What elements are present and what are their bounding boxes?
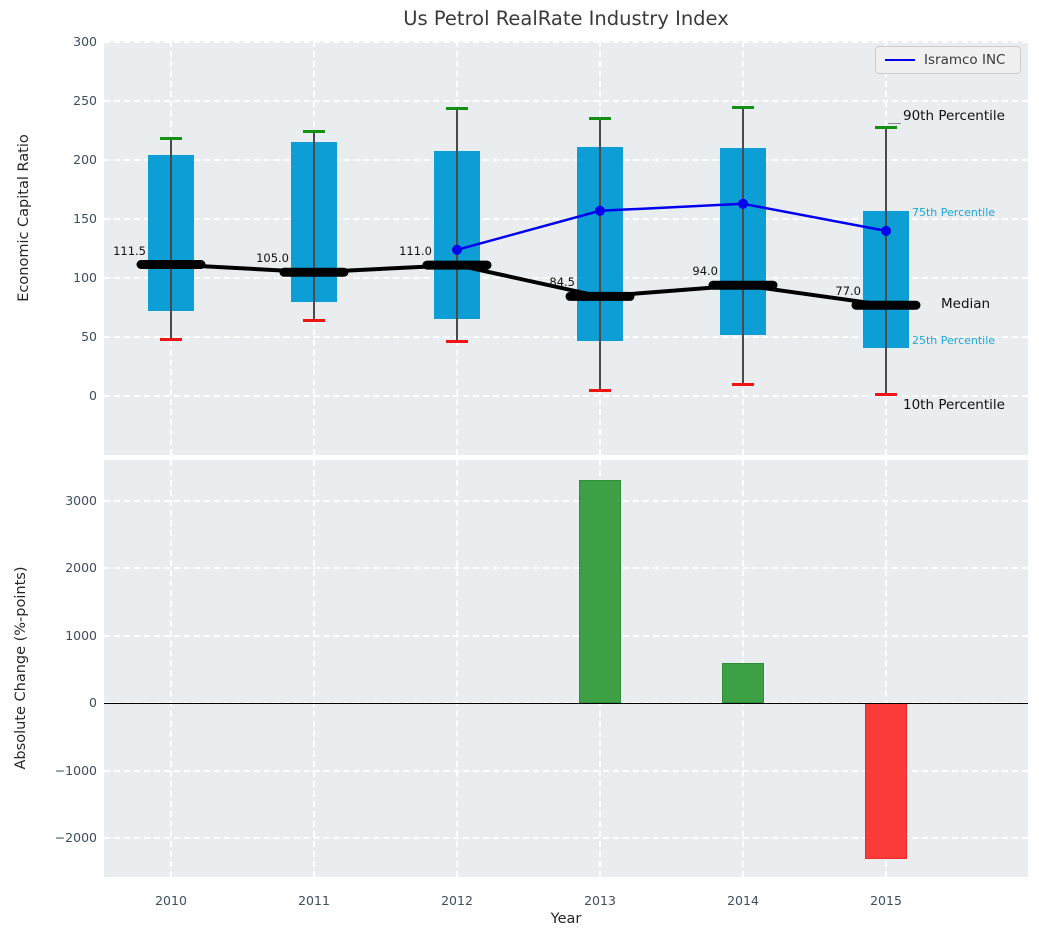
y-tick-label: 3000 (65, 492, 97, 508)
h-gridline (104, 499, 1028, 502)
v-gridline (313, 460, 315, 877)
y-tick-label: 0 (89, 388, 97, 404)
cap-10th-percentile (303, 319, 325, 323)
v-gridline (456, 460, 458, 877)
h-gridline (104, 100, 1028, 103)
h-gridline (104, 277, 1028, 280)
cap-90th-percentile (303, 130, 325, 134)
cap-10th-percentile (732, 382, 754, 386)
y-tick-label: 200 (73, 152, 97, 168)
y-axis-label-top: Economic Capital Ratio (16, 134, 32, 302)
company-line (456, 202, 887, 252)
h-gridline (104, 159, 1028, 162)
x-tick-label: 2012 (441, 893, 473, 908)
company-point (881, 225, 891, 236)
median-value-label: 111.0 (399, 244, 432, 259)
y-tick-label: 2000 (65, 560, 97, 576)
bar-positive (722, 662, 764, 704)
annotation-leader-line (888, 122, 901, 124)
cap-90th-percentile (589, 117, 611, 121)
zero-line (104, 702, 1028, 705)
median-value-label: 94.0 (692, 264, 718, 279)
v-gridline (170, 460, 172, 877)
median-value-label: 111.5 (113, 243, 146, 258)
x-axis-label: Year (550, 911, 582, 927)
percentile-annotation: Median (941, 296, 991, 313)
legend-label: Isramco INC (924, 52, 1006, 68)
y-tick-label: −2000 (54, 830, 97, 846)
h-gridline (104, 41, 1028, 44)
percentile-annotation: 75th Percentile (912, 206, 996, 220)
percentile-annotation: 10th Percentile (903, 396, 1005, 413)
percentile-annotation: 25th Percentile (912, 333, 996, 347)
median-value-label: 77.0 (835, 284, 861, 299)
top-plot-lines (136, 198, 921, 310)
y-tick-label: 250 (73, 93, 97, 109)
y-tick-label: 150 (73, 211, 97, 227)
cap-10th-percentile (160, 337, 182, 341)
y-tick-label: 50 (81, 329, 97, 345)
h-gridline (104, 769, 1028, 772)
cap-90th-percentile (875, 125, 897, 129)
y-tick-label: 300 (73, 34, 97, 50)
x-tick-label: 2013 (584, 893, 616, 908)
whisker (742, 107, 744, 385)
legend-line-swatch (885, 59, 915, 61)
bar-negative (865, 703, 907, 859)
h-gridline (104, 634, 1028, 637)
whisker (170, 138, 172, 340)
cap-90th-percentile (160, 137, 182, 141)
bottom-plot-area (104, 460, 1028, 877)
y-tick-label: 100 (73, 270, 97, 286)
bar-positive (579, 480, 621, 704)
y-tick-label: 0 (89, 695, 97, 711)
cap-90th-percentile (732, 105, 754, 109)
company-point (595, 205, 605, 216)
company-point (738, 198, 748, 209)
cap-90th-percentile (446, 106, 468, 110)
y-tick-label: −1000 (54, 762, 97, 778)
whisker (456, 108, 458, 342)
median-value-label: 84.5 (549, 275, 575, 290)
h-gridline (104, 395, 1028, 398)
y-tick-label: 1000 (65, 627, 97, 643)
x-tick-label: 2015 (870, 893, 902, 908)
x-tick-label: 2014 (727, 893, 759, 908)
y-axis-label-bottom: Absolute Change (%-points) (13, 566, 29, 770)
cap-10th-percentile (875, 393, 897, 397)
company-point (452, 244, 462, 255)
h-gridline (104, 336, 1028, 339)
h-gridline (104, 567, 1028, 570)
top-plot-area: 111.5 105.0 111.0 84.5 94.0 77.0 90th Percenti… (104, 41, 1028, 455)
x-tick-label: 2010 (155, 893, 187, 908)
chart-title: Us Petrol RealRate Industry Index (403, 7, 729, 30)
cap-10th-percentile (589, 388, 611, 392)
percentile-annotation: 90th Percentile (903, 107, 1005, 124)
v-gridline (885, 460, 887, 877)
median-value-label: 105.0 (256, 251, 289, 266)
h-gridline (104, 837, 1028, 840)
cap-10th-percentile (446, 340, 468, 344)
whisker (885, 127, 887, 395)
whisker (599, 118, 601, 391)
x-tick-label: 2011 (298, 893, 330, 908)
whisker (313, 131, 315, 321)
legend: Isramco INC (875, 46, 1021, 74)
